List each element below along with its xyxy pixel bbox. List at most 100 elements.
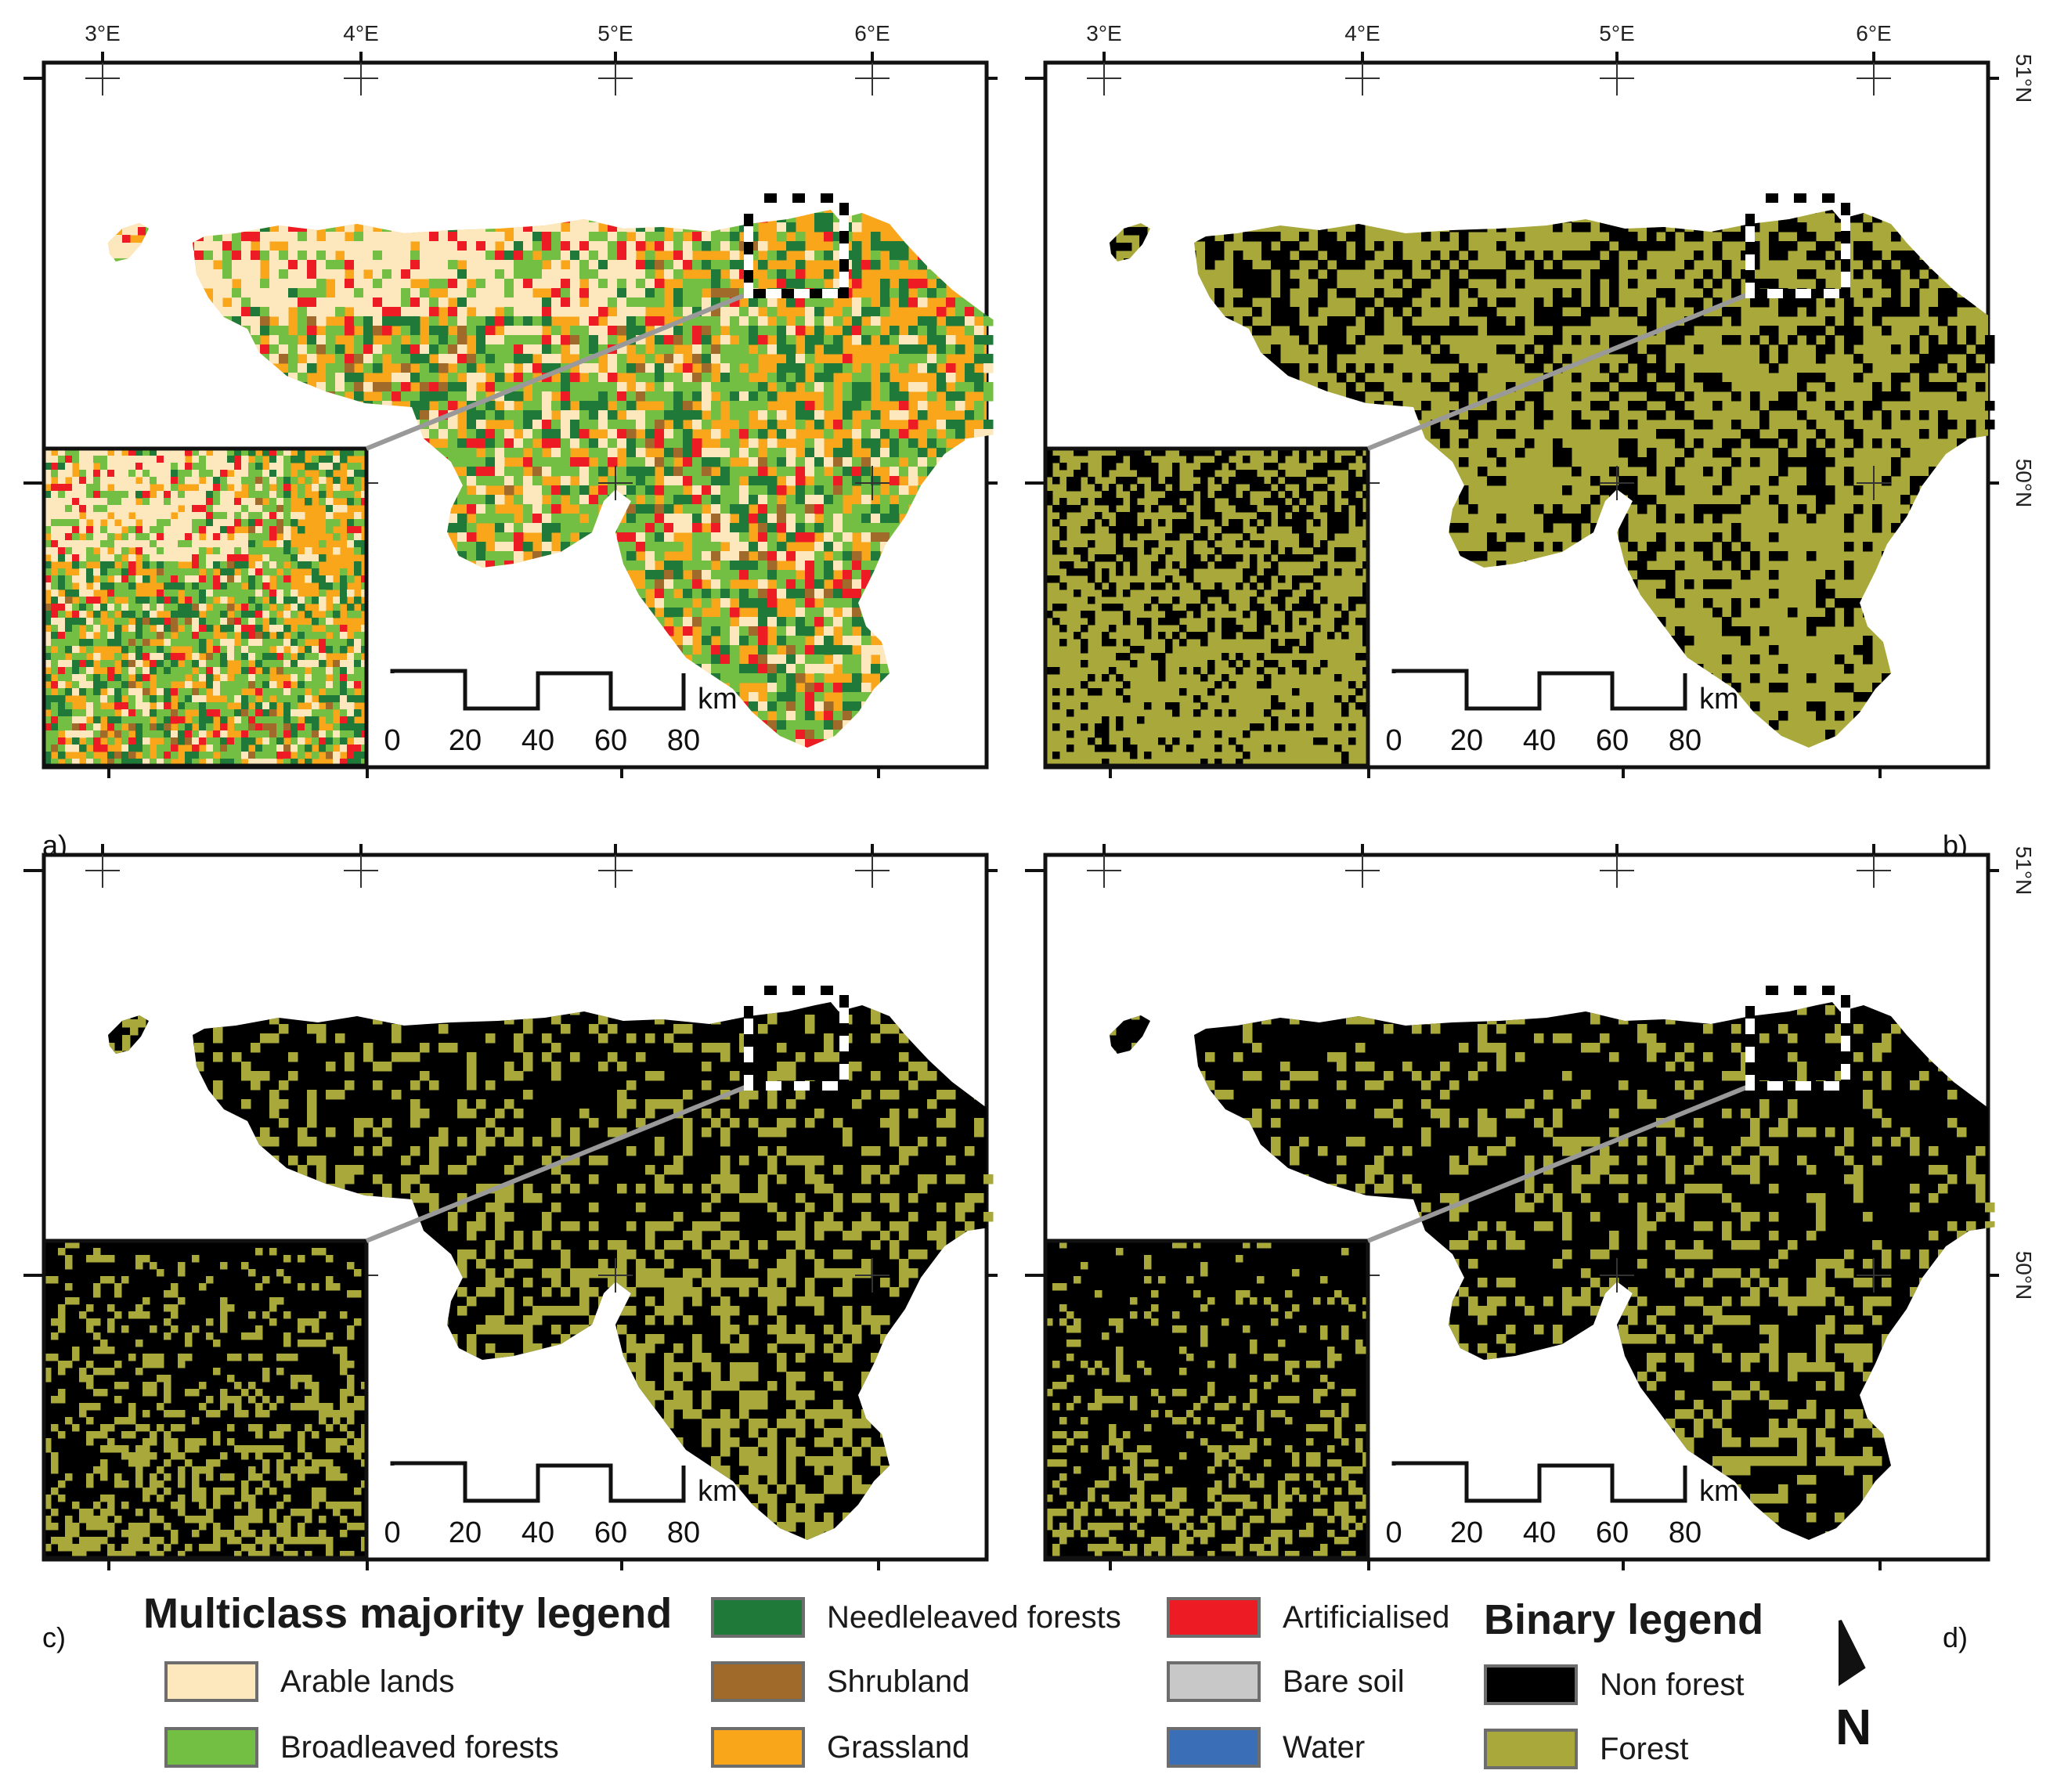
raster-cells [44, 449, 366, 766]
longitude-label: 4°E [343, 21, 378, 45]
scale-bar-unit: km [1699, 1475, 1739, 1508]
graticule-cross [855, 61, 890, 96]
scale-bar-unit: km [1699, 683, 1739, 716]
graticule-cross [85, 853, 120, 888]
graticule-cross [344, 853, 378, 888]
graticule-cross [1857, 1258, 1891, 1293]
graticule-cross [1857, 61, 1891, 96]
scale-bar-label: 20 [1450, 724, 1483, 757]
scale-bar-label: 60 [594, 1516, 627, 1549]
raster-cells [44, 1241, 366, 1558]
scale-bar-label: 0 [384, 1516, 400, 1549]
graticule-cross [1087, 853, 1121, 888]
scale-bar-label: 20 [449, 1516, 482, 1549]
panel-letter: d) [1943, 1621, 1968, 1653]
graticule-cross [855, 466, 890, 500]
scale-bar-label: 40 [521, 724, 554, 757]
legend-label: Artificialised [1283, 1600, 1449, 1635]
longitude-label: 5°E [1599, 21, 1634, 45]
panel-letter: c) [42, 1621, 66, 1653]
zoom-inset [42, 1239, 369, 1560]
legend-label: Shrubland [827, 1664, 969, 1700]
raster-cells [1045, 1241, 1368, 1558]
scale-bar-label: 80 [667, 1516, 700, 1549]
scale-bar-label: 80 [667, 724, 700, 757]
latitude-label: 51°N [2012, 54, 2036, 103]
raster-cells [1045, 449, 1368, 766]
graticule-cross [855, 853, 890, 888]
scale-bar-line [390, 669, 686, 711]
scale-bar-label: 40 [521, 1516, 554, 1549]
legend-label: Bare soil [1283, 1664, 1405, 1700]
graticule-cross [344, 61, 378, 96]
scale-bar: 0 20 40 60 80 km [1385, 669, 1739, 757]
graticule-cross [1857, 466, 1891, 500]
latitude-label: 51°N [2012, 846, 2036, 896]
zoom-inset [1043, 446, 1370, 768]
graticule-cross [1087, 61, 1121, 96]
graticule-cross [1600, 1258, 1634, 1293]
scale-bar-unit: km [698, 1475, 738, 1508]
scale-bar-label: 0 [384, 724, 400, 757]
scale-bar-line [1391, 1461, 1687, 1503]
inset-connector [365, 1083, 750, 1243]
graticule-cross [1600, 61, 1634, 96]
map-panel-3: 0 20 40 60 80 km c) [23, 844, 998, 1653]
inset-frame [1043, 1239, 1370, 1560]
inset-frame [42, 446, 369, 768]
graticule-cross [1600, 853, 1634, 888]
graticule-cross [855, 1258, 890, 1293]
graticule-cross [598, 466, 633, 500]
graticule-cross [1857, 853, 1891, 888]
scale-bar: 0 20 40 60 80 km [384, 1461, 738, 1549]
scale-bar-line [1391, 669, 1687, 711]
scale-bar-line [390, 1461, 686, 1503]
inset-connector [365, 291, 750, 451]
scale-bar-label: 80 [1669, 1516, 1702, 1549]
inset-connector [1366, 291, 1752, 451]
legend-label: Needleleaved forests [827, 1600, 1121, 1635]
scale-bar-label: 0 [1385, 1516, 1402, 1549]
longitude-label: 3°E [1086, 21, 1121, 45]
legend-swatch [1167, 1727, 1261, 1768]
scale-bar-label: 60 [1596, 724, 1629, 757]
inset-frame [42, 1239, 369, 1560]
zoom-inset [1043, 1239, 1370, 1560]
legend-label: Water [1283, 1730, 1365, 1765]
graticule-cross [1600, 466, 1634, 500]
latitude-label: 50°N [2012, 1251, 2036, 1300]
scale-bar-label: 0 [1385, 724, 1402, 757]
scale-bar: 0 20 40 60 80 km [384, 669, 738, 757]
graticule-cross [598, 61, 633, 96]
longitude-label: 6°E [1856, 21, 1891, 45]
north-arrow-edge [1839, 1620, 1865, 1668]
scale-bar-label: 60 [594, 724, 627, 757]
map-panel-4: 51°N 50°N 0 20 40 60 80 km d) [1025, 844, 2036, 1653]
legend-swatch [1167, 1661, 1261, 1702]
north-arrow-letter: N [1835, 1699, 1871, 1755]
legend-swatch [164, 1727, 258, 1768]
latitude-label: 50°N [2012, 459, 2036, 508]
legend-label: Non forest [1600, 1668, 1745, 1703]
legend-label: Forest [1600, 1732, 1688, 1767]
scale-bar-label: 80 [1669, 724, 1702, 757]
legend-swatch [711, 1597, 805, 1638]
graticule-cross [85, 61, 120, 96]
legend-label: Grassland [827, 1730, 969, 1765]
inset-frame [1043, 446, 1370, 768]
scale-bar: 0 20 40 60 80 km [1385, 1461, 1739, 1549]
longitude-label: 4°E [1344, 21, 1380, 45]
scale-bar-unit: km [698, 683, 738, 716]
legend-swatch [711, 1727, 805, 1768]
legend-swatch [1484, 1664, 1578, 1705]
zoom-box-dash [744, 986, 849, 1091]
scale-bar-label: 40 [1523, 1516, 1556, 1549]
scale-bar-label: 60 [1596, 1516, 1629, 1549]
legend-swatch [164, 1661, 258, 1702]
graticule-cross [598, 1258, 633, 1293]
graticule-cross [1345, 61, 1380, 96]
zoom-box-dash [1745, 986, 1850, 1091]
legend-swatch [1167, 1597, 1261, 1638]
